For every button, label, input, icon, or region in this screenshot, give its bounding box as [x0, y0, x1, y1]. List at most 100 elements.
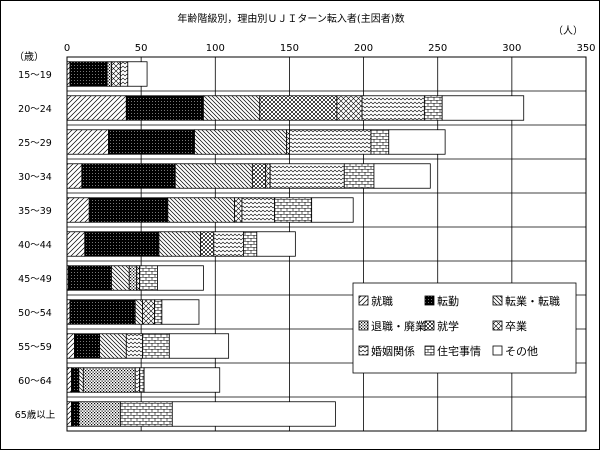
- bar-segment: [88, 197, 169, 223]
- legend-label: 退職・廃業: [371, 319, 426, 333]
- bar-segment: [66, 197, 90, 223]
- bar-segment: [119, 401, 173, 427]
- bar-segment: [167, 197, 235, 223]
- bar-segment: [66, 333, 75, 359]
- bar-segment: [111, 265, 130, 291]
- bar-segment: [289, 129, 372, 155]
- bar-segment: [128, 265, 138, 291]
- bar-segment: [82, 367, 136, 393]
- bar-segment: [139, 265, 158, 291]
- chart-title: 年齢階級別，理由別ＵＪＩターン転入者(主因者)数: [177, 12, 404, 25]
- bar-segment: [84, 231, 160, 257]
- bar-segment: [134, 367, 141, 393]
- bar-segment: [336, 95, 363, 121]
- bar-segment: [125, 333, 144, 359]
- bar-segment: [241, 197, 275, 223]
- bar-segment: [311, 197, 354, 223]
- bar-segments: [66, 61, 525, 427]
- legend-box: [352, 282, 577, 374]
- y-category-label: 25～29: [18, 138, 52, 149]
- y-category-label: 50～54: [18, 308, 52, 319]
- bar-segment: [161, 299, 200, 325]
- bar-segment: [259, 95, 338, 121]
- y-category-label: 20～24: [18, 104, 52, 115]
- legend-swatch: [358, 345, 369, 356]
- bar-segment: [66, 129, 109, 155]
- bar-segment: [106, 61, 112, 87]
- bar-segment: [125, 95, 204, 121]
- legend-swatch: [358, 295, 369, 306]
- bar-segment: [174, 163, 253, 189]
- x-tick-label: 150: [280, 43, 299, 54]
- plot-area-border: [66, 56, 587, 432]
- bar-segment: [343, 163, 375, 189]
- x-tick-label: 300: [502, 43, 521, 54]
- legend-label: 就学: [437, 319, 459, 333]
- y-category-label: 55～59: [18, 342, 52, 353]
- x-tick-label: 100: [206, 43, 225, 54]
- bar-segment: [373, 163, 431, 189]
- bar-segment: [119, 61, 129, 87]
- bar-segment: [251, 163, 267, 189]
- x-tick-label: 350: [576, 43, 595, 54]
- bar-segment: [78, 367, 84, 393]
- bar-segment: [127, 61, 148, 87]
- bar-segment: [78, 401, 121, 427]
- y-category-label: 35～39: [18, 206, 52, 217]
- y-category-label: 45～49: [18, 274, 52, 285]
- legend-label: 住宅事情: [437, 344, 481, 358]
- x-tick-labels: 0 50 100 150 200 250 300 350: [64, 43, 596, 54]
- bar-segment: [286, 129, 290, 155]
- legend-label: 婚姻関係: [371, 344, 415, 358]
- bar-segment: [168, 333, 230, 359]
- bar-segment: [66, 163, 83, 189]
- bar-segment: [139, 367, 145, 393]
- bar-segment: [158, 231, 201, 257]
- bar-segment: [69, 299, 136, 325]
- bar-segment: [361, 95, 425, 121]
- bar-segment: [66, 95, 127, 121]
- bar-segment: [269, 163, 345, 189]
- y-category-label: 15～19: [18, 70, 52, 81]
- x-axis-unit: （人）: [553, 25, 583, 37]
- bar-segment: [256, 231, 296, 257]
- y-axis-unit: （歳）: [14, 51, 44, 63]
- bar-segment: [154, 299, 163, 325]
- bar-segment: [203, 95, 261, 121]
- bar-segment: [134, 299, 144, 325]
- legend-label: 就職: [371, 294, 393, 308]
- bar-segment: [423, 95, 443, 121]
- bar-segment: [194, 129, 287, 155]
- legend-swatch: [424, 345, 435, 356]
- bar-segment: [142, 299, 155, 325]
- legend-swatch: [492, 320, 503, 331]
- bar-segment: [136, 265, 141, 291]
- bar-segment: [71, 367, 80, 393]
- bar-segment: [111, 61, 121, 87]
- bar-segment: [388, 129, 446, 155]
- legend-label: 転勤: [437, 295, 459, 308]
- x-tick-label: 50: [135, 43, 148, 54]
- bar-segment: [243, 231, 258, 257]
- bar-segment: [143, 367, 221, 393]
- y-category-label: 65歳以上: [15, 409, 56, 421]
- bar-segment: [234, 197, 243, 223]
- bar-segment: [200, 231, 215, 257]
- legend-label: 転業・転職: [505, 295, 560, 308]
- legend-label: 卒業: [505, 319, 527, 333]
- legend-label: その他: [505, 345, 538, 358]
- bar-segment: [274, 197, 313, 223]
- legend-swatch: [358, 320, 369, 331]
- bar-segment: [213, 231, 244, 257]
- legend-swatch: [424, 295, 435, 306]
- legend-swatch: [492, 345, 503, 356]
- y-category-labels: 15～19 20～24 25～29 30～34 35～39 40～44 45～49 50～54…: [15, 70, 56, 421]
- bar-segment: [68, 265, 112, 291]
- x-tick-label: 200: [354, 43, 373, 54]
- legend-swatch: [492, 295, 503, 306]
- bar-segment: [370, 129, 390, 155]
- bar-segment: [66, 367, 72, 393]
